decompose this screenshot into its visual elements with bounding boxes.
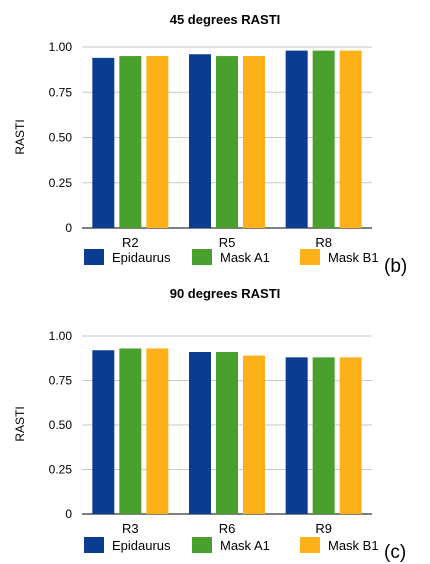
- bar-r9-mask-b1: [339, 357, 362, 514]
- bar-r6-epidaurus: [189, 352, 211, 514]
- y-tick-label: 0.25: [49, 463, 73, 477]
- x-tick-label: R6: [219, 521, 236, 536]
- x-tick-labels: R3 R6 R9: [122, 521, 332, 536]
- y-axis-label: RASTI: [13, 119, 27, 154]
- bar-r2-mask-a1: [119, 56, 142, 228]
- bar-group: [92, 50, 362, 229]
- legend-swatch: [300, 249, 320, 265]
- x-tick-label: R9: [315, 521, 332, 536]
- bar-r9-epidaurus: [285, 357, 308, 514]
- legend-label: Epidaurus: [112, 250, 171, 265]
- bar-r5-mask-b1: [243, 56, 265, 228]
- bar-r8-mask-b1: [339, 50, 362, 229]
- y-tick-labels: 0 0.25 0.50 0.75 1.00: [49, 40, 73, 235]
- chart-panel-b: 45 degrees RASTI RASTI 0 0.25 0.50 0.75 1.00…: [13, 12, 407, 277]
- bar-r2-mask-b1: [146, 56, 169, 228]
- y-tick-label: 0.50: [49, 418, 73, 432]
- bar-r9-mask-a1: [312, 357, 335, 514]
- x-tick-labels: R2 R5 R8: [122, 235, 332, 250]
- bar-group: [92, 348, 362, 514]
- bar-r3-epidaurus: [92, 350, 115, 514]
- bar-r2-epidaurus: [92, 57, 115, 228]
- bar-r5-mask-a1: [216, 56, 238, 228]
- y-tick-label: 0.75: [49, 374, 73, 388]
- legend-swatch: [84, 537, 104, 553]
- chart-title: 90 degrees RASTI: [170, 286, 281, 301]
- legend-label: Mask A1: [220, 538, 270, 553]
- bar-r6-mask-b1: [243, 355, 265, 514]
- legend: Epidaurus Mask A1 Mask B1: [84, 537, 379, 553]
- panel-label: (b): [384, 256, 407, 277]
- legend-label: Epidaurus: [112, 538, 171, 553]
- bar-r6-mask-a1: [216, 352, 238, 514]
- bar-r5-epidaurus: [189, 54, 211, 228]
- legend-label: Mask A1: [220, 250, 270, 265]
- bar-r3-mask-b1: [146, 348, 169, 514]
- legend-swatch: [300, 537, 320, 553]
- legend-swatch: [192, 537, 212, 553]
- legend-swatch: [84, 249, 104, 265]
- bar-r8-epidaurus: [285, 50, 308, 229]
- chart-panel-c: 90 degrees RASTI RASTI 0 0.25 0.50 0.75 1.00…: [13, 286, 406, 563]
- y-tick-label: 1.00: [49, 40, 73, 54]
- panel-label: (c): [384, 542, 406, 563]
- bar-r3-mask-a1: [119, 348, 142, 514]
- legend-swatch: [192, 249, 212, 265]
- x-tick-label: R5: [219, 235, 236, 250]
- y-axis-label: RASTI: [13, 406, 27, 441]
- y-tick-label: 0.25: [49, 176, 73, 190]
- x-tick-label: R2: [122, 235, 139, 250]
- y-tick-label: 1.00: [49, 329, 73, 343]
- x-tick-label: R3: [122, 521, 139, 536]
- legend-label: Mask B1: [328, 538, 379, 553]
- legend: Epidaurus Mask A1 Mask B1: [84, 249, 379, 265]
- y-tick-labels: 0 0.25 0.50 0.75 1.00: [49, 329, 73, 521]
- legend-label: Mask B1: [328, 250, 379, 265]
- bar-r8-mask-a1: [312, 50, 335, 229]
- y-tick-label: 0.50: [49, 131, 73, 145]
- chart-title: 45 degrees RASTI: [170, 12, 281, 27]
- y-tick-label: 0: [65, 221, 72, 235]
- x-tick-label: R8: [315, 235, 332, 250]
- y-tick-label: 0: [65, 507, 72, 521]
- y-tick-label: 0.75: [49, 85, 73, 99]
